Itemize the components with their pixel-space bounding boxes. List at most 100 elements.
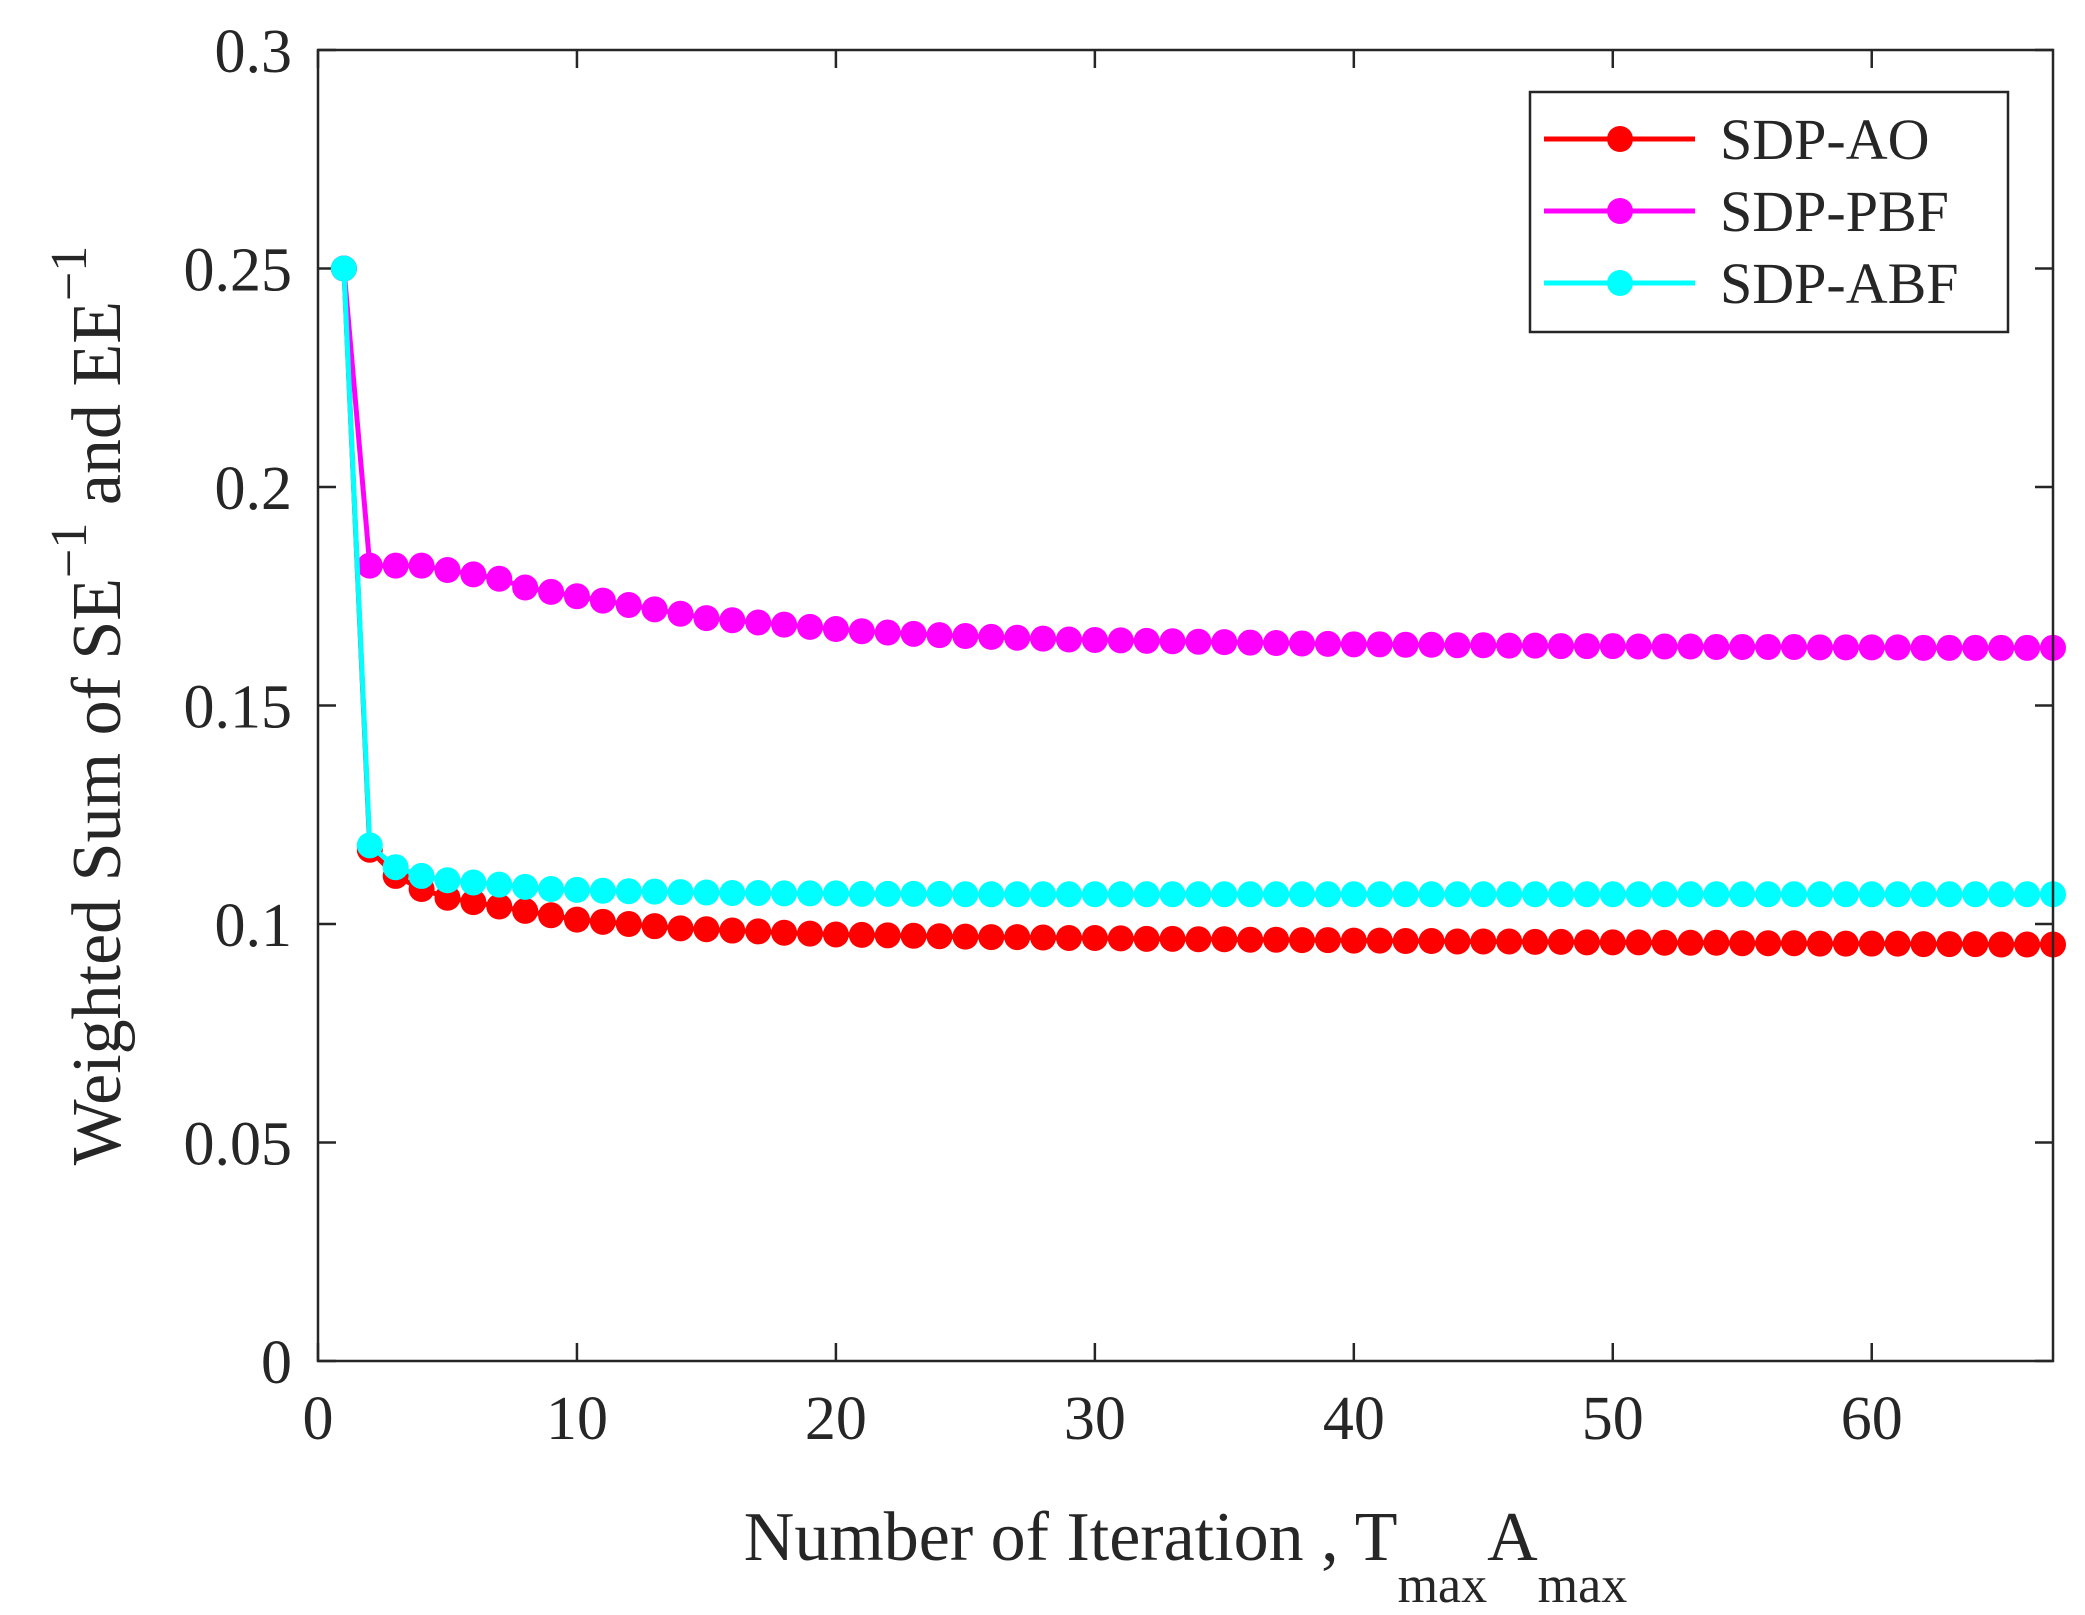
data-point-sdp-ao: [1185, 926, 1212, 953]
data-point-sdp-ao: [1858, 930, 1885, 957]
y-tick-label: 0.15: [184, 674, 293, 742]
data-point-sdp-ao: [1107, 925, 1134, 952]
data-point-sdp-pbf: [1340, 631, 1367, 658]
legend-label-sdp-abf: SDP-ABF: [1720, 251, 1959, 316]
data-point-sdp-pbf: [1133, 627, 1160, 654]
data-point-sdp-abf: [1030, 881, 1057, 908]
data-point-sdp-pbf: [1547, 633, 1574, 660]
data-point-sdp-ao: [667, 915, 694, 942]
data-point-sdp-abf: [641, 878, 668, 905]
data-point-sdp-abf: [1133, 881, 1160, 908]
data-point-sdp-abf: [1444, 881, 1471, 908]
y-tick-label: 0.2: [215, 455, 293, 523]
data-point-sdp-abf: [952, 881, 979, 908]
data-point-sdp-abf: [693, 879, 720, 906]
data-point-sdp-ao: [1547, 928, 1574, 955]
data-point-sdp-pbf: [1910, 634, 1937, 661]
legend-items: SDP-AO SDP-PBF SDP-ABF: [1544, 107, 1959, 316]
y-tick-label: 0.1: [215, 892, 293, 960]
data-point-sdp-pbf: [1625, 633, 1652, 660]
data-point-sdp-abf: [1962, 881, 1989, 908]
data-point-sdp-ao: [460, 889, 487, 916]
data-point-sdp-pbf: [1314, 630, 1341, 657]
data-point-sdp-pbf: [1444, 632, 1471, 659]
legend-item-sdp-ao: SDP-AO: [1544, 107, 1930, 172]
legend-label-sdp-ao: SDP-AO: [1720, 107, 1930, 172]
data-point-sdp-abf: [589, 877, 616, 904]
series-sdp-pbf: [330, 255, 2066, 661]
data-point-sdp-ao: [978, 924, 1005, 951]
data-point-sdp-pbf: [797, 613, 824, 640]
data-point-sdp-abf: [1755, 881, 1782, 908]
data-point-sdp-ao: [1651, 929, 1678, 956]
data-point-sdp-abf: [1366, 881, 1393, 908]
data-point-sdp-abf: [1392, 881, 1419, 908]
data-point-sdp-pbf: [382, 552, 409, 579]
data-point-sdp-ao: [797, 920, 824, 947]
data-point-sdp-abf: [1237, 881, 1264, 908]
data-point-sdp-pbf: [1004, 624, 1031, 651]
data-point-sdp-ao: [1677, 929, 1704, 956]
data-point-sdp-ao: [1159, 925, 1186, 952]
data-point-sdp-pbf: [1211, 629, 1238, 656]
series-sdp-ao: [330, 255, 2066, 958]
series-sdp-abf: [330, 255, 2066, 908]
data-point-sdp-ao: [1340, 927, 1367, 954]
data-point-sdp-abf: [848, 880, 875, 907]
data-point-sdp-abf: [822, 880, 849, 907]
data-point-sdp-ao: [1729, 930, 1756, 957]
data-point-sdp-ao: [1884, 930, 1911, 957]
data-point-sdp-ao: [1237, 926, 1264, 953]
data-point-sdp-ao: [1522, 928, 1549, 955]
y-tick-label: 0.3: [215, 18, 293, 86]
tick-labels: 0 10 20 30 40 50 60 0 0.05 0.1 0.15 0.2 0.25 0.3: [184, 18, 1903, 1453]
data-point-sdp-pbf: [1185, 628, 1212, 655]
data-point-sdp-ao: [641, 913, 668, 940]
y-axis-label: Weighted Sum of SE−1 and EE−1: [41, 246, 136, 1166]
data-point-sdp-abf: [1599, 881, 1626, 908]
data-point-sdp-abf: [1055, 881, 1082, 908]
data-point-sdp-abf: [1781, 881, 1808, 908]
data-point-sdp-abf: [408, 862, 435, 889]
data-point-sdp-ao: [1392, 928, 1419, 955]
data-point-sdp-abf: [1004, 881, 1031, 908]
x-tick-label: 10: [546, 1385, 608, 1453]
data-point-sdp-ao: [771, 919, 798, 946]
x-tick-label: 60: [1841, 1385, 1903, 1453]
data-point-sdp-pbf: [719, 607, 746, 634]
data-point-sdp-ao: [1573, 929, 1600, 956]
data-point-sdp-pbf: [356, 552, 383, 579]
data-point-sdp-pbf: [538, 578, 565, 605]
data-point-sdp-abf: [1884, 881, 1911, 908]
x-tick-label: 20: [805, 1385, 867, 1453]
data-point-sdp-ao: [1418, 928, 1445, 955]
legend-item-sdp-abf: SDP-ABF: [1544, 251, 1959, 316]
legend-item-sdp-pbf: SDP-PBF: [1544, 179, 1949, 244]
data-point-sdp-ao: [745, 918, 772, 945]
data-point-sdp-pbf: [641, 596, 668, 623]
data-point-sdp-ao: [952, 923, 979, 950]
data-point-sdp-abf: [1107, 881, 1134, 908]
data-point-sdp-abf: [1314, 881, 1341, 908]
data-point-sdp-pbf: [1858, 634, 1885, 661]
data-point-sdp-pbf: [1522, 632, 1549, 659]
data-point-sdp-ao: [1625, 929, 1652, 956]
data-point-sdp-pbf: [1107, 627, 1134, 654]
data-point-sdp-abf: [1470, 881, 1497, 908]
data-point-sdp-abf: [1729, 881, 1756, 908]
data-point-sdp-pbf: [1677, 633, 1704, 660]
data-point-sdp-abf: [1936, 881, 1963, 908]
data-point-sdp-abf: [771, 880, 798, 907]
data-point-sdp-pbf: [1755, 633, 1782, 660]
legend-marker-sdp-pbf: [1607, 198, 1633, 224]
data-point-sdp-abf: [745, 879, 772, 906]
data-point-sdp-abf: [1496, 881, 1523, 908]
data-point-sdp-pbf: [1496, 632, 1523, 659]
data-point-sdp-abf: [1832, 881, 1859, 908]
data-point-sdp-pbf: [486, 565, 513, 592]
data-point-sdp-pbf: [667, 600, 694, 627]
data-point-sdp-pbf: [615, 591, 642, 618]
data-point-sdp-abf: [1703, 881, 1730, 908]
data-point-sdp-ao: [848, 921, 875, 948]
x-tick-label: 40: [1323, 1385, 1385, 1453]
